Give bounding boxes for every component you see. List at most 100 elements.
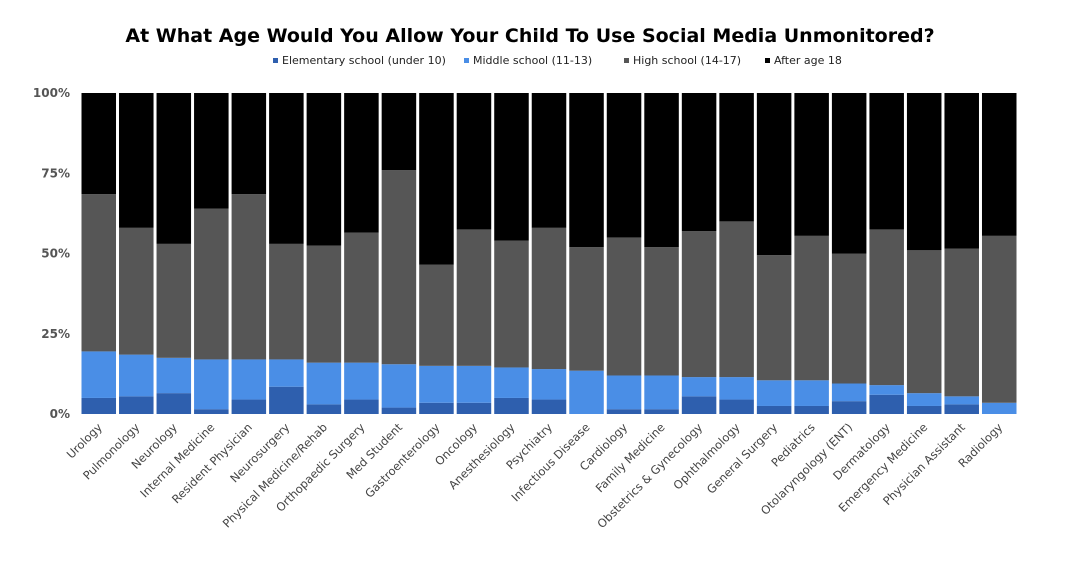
bar-segment: [794, 405, 829, 414]
bar-segment: [456, 365, 492, 403]
bar-segment: [944, 93, 979, 249]
chart-title: At What Age Would You Allow Your Child T…: [125, 25, 934, 47]
legend-swatch-4: [765, 58, 770, 63]
bar-segment: [719, 399, 754, 414]
bar-segment: [756, 380, 792, 406]
bar-segment: [906, 250, 942, 394]
bar-segment: [644, 247, 679, 376]
bar-segment: [606, 93, 642, 238]
bar-segment: [756, 93, 792, 256]
legend-label-3: High school (14-17): [633, 54, 741, 67]
bar-segment: [156, 357, 192, 394]
bar-segment: [644, 409, 679, 414]
bar-segment: [794, 93, 829, 236]
bar-segment: [681, 396, 717, 414]
bar-segment: [269, 93, 304, 244]
bar-segment: [81, 93, 117, 195]
bar-segment: [306, 404, 342, 414]
bar-segment: [381, 364, 417, 408]
bar-segment: [156, 243, 192, 358]
legend: Elementary school (under 10) Middle schoo…: [273, 54, 842, 67]
bar-segment: [756, 255, 792, 381]
bar-segment: [381, 170, 417, 365]
y-tick-label: 0%: [50, 407, 70, 421]
bar-segment: [831, 401, 867, 414]
bar-segment: [119, 396, 154, 414]
bar-segment: [456, 93, 492, 230]
bar-segment: [419, 264, 454, 366]
bar-segment: [569, 93, 604, 248]
bar-segment: [194, 359, 229, 410]
bar-segment: [119, 227, 154, 355]
bar-segment: [381, 93, 417, 171]
bar-segment: [344, 362, 379, 400]
bar-segment: [531, 399, 567, 414]
bar-segment: [419, 365, 454, 403]
bar-segment: [531, 93, 567, 228]
bar-segment: [156, 393, 192, 414]
bar-segment: [306, 362, 342, 405]
bar-segment: [531, 227, 567, 370]
bar-segment: [719, 221, 754, 378]
bar-segment: [606, 409, 642, 414]
bar-segment: [831, 93, 867, 254]
legend-label-2: Middle school (11-13): [473, 54, 592, 67]
bar-segment: [119, 354, 154, 397]
bar-segment: [494, 93, 529, 241]
bar-segment: [606, 237, 642, 376]
bar-segment: [269, 359, 304, 387]
bar-segment: [944, 248, 979, 397]
bar-segment: [981, 93, 1017, 236]
y-tick-label: 50%: [41, 247, 70, 261]
bar-segment: [606, 375, 642, 410]
bar-segment: [419, 93, 454, 265]
y-axis: 0% 25% 50% 75% 100%: [33, 86, 70, 421]
bar-segment: [569, 370, 604, 414]
bar-segment: [494, 367, 529, 398]
legend-swatch-2: [464, 58, 469, 63]
x-tick-label: Ophthalmology: [670, 420, 742, 492]
bar-segment: [119, 93, 154, 228]
bar-segment: [344, 93, 379, 233]
bar-segment: [231, 399, 267, 414]
bar-segment: [981, 235, 1017, 403]
bar-segment: [944, 396, 979, 405]
legend-label-4: After age 18: [774, 54, 842, 67]
bar-segment: [81, 194, 117, 352]
bar-segment: [306, 245, 342, 363]
bar-segment: [81, 397, 117, 414]
bar-segment: [644, 375, 679, 410]
bar-segment: [869, 229, 904, 386]
bar-segment: [869, 394, 904, 414]
bar-segment: [719, 377, 754, 400]
bar-segment: [681, 231, 717, 378]
bar-segment: [906, 405, 942, 414]
bar-segment: [831, 253, 867, 384]
bars: [81, 93, 1017, 414]
bar-segment: [231, 93, 267, 195]
bar-segment: [756, 405, 792, 414]
bar-segment: [381, 407, 417, 414]
bar-segment: [869, 385, 904, 395]
bar-segment: [681, 93, 717, 232]
bar-segment: [794, 235, 829, 381]
bar-segment: [269, 243, 304, 360]
legend-swatch-1: [273, 58, 278, 63]
y-tick-label: 100%: [33, 86, 70, 100]
legend-label-1: Elementary school (under 10): [282, 54, 446, 67]
bar-segment: [531, 369, 567, 400]
legend-swatch-3: [624, 58, 629, 63]
bar-segment: [231, 194, 267, 360]
bar-segment: [831, 383, 867, 402]
bar-segment: [194, 208, 229, 360]
bar-segment: [869, 93, 904, 230]
bar-segment: [456, 402, 492, 414]
bar-segment: [906, 393, 942, 406]
bar-segment: [681, 377, 717, 397]
bar-segment: [456, 229, 492, 366]
bar-segment: [644, 93, 679, 248]
bar-segment: [981, 402, 1017, 414]
bar-segment: [719, 93, 754, 222]
